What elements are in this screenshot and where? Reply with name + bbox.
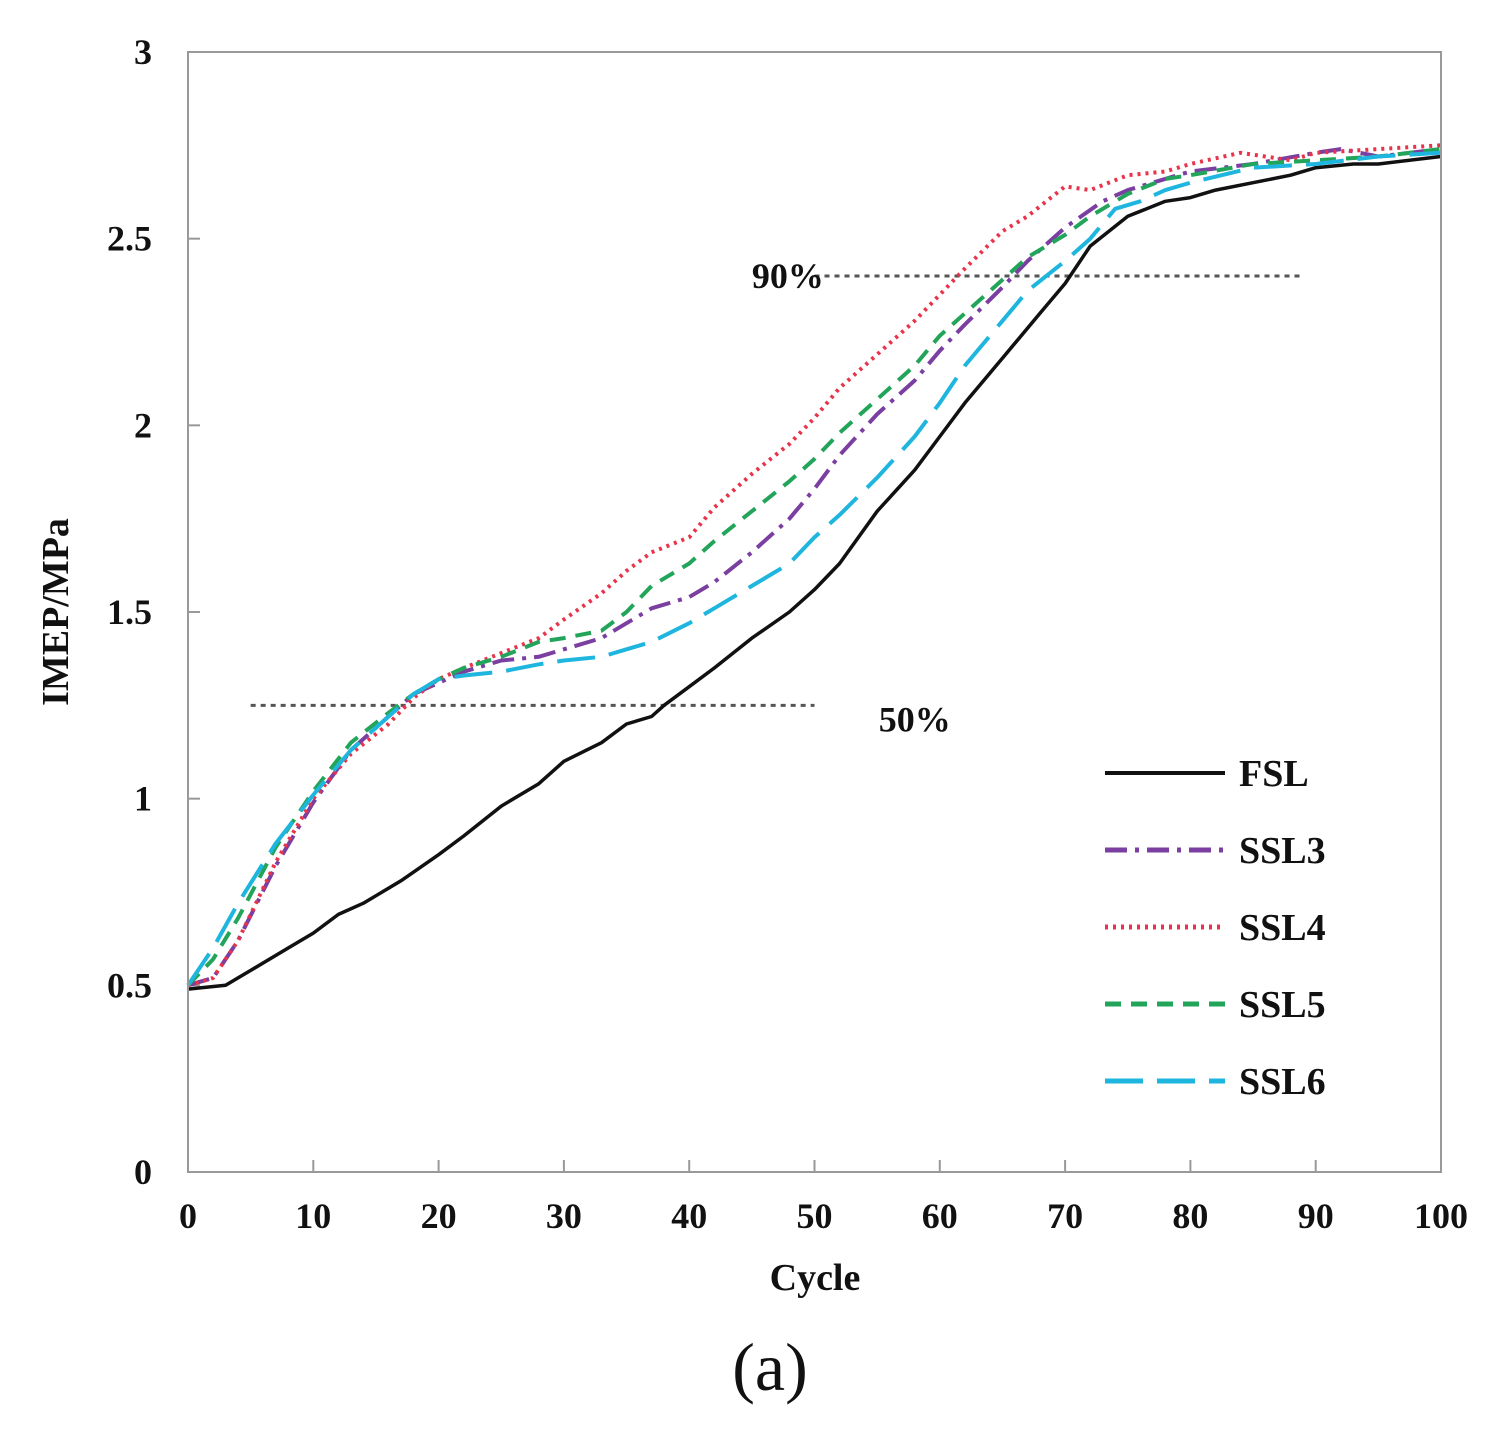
legend-label-fsl: FSL <box>1239 753 1309 795</box>
legend: FSL SSL3 SSL4 SSL5 SSL6 <box>1105 753 1326 1103</box>
x-axis-label: Cycle <box>770 1257 861 1299</box>
x-tick-label: 100 <box>1414 1196 1468 1236</box>
threshold-label: 50% <box>879 699 951 739</box>
legend-label-ssl6: SSL6 <box>1239 1061 1326 1103</box>
x-tick-label: 90 <box>1298 1196 1334 1236</box>
x-tick-label: 70 <box>1047 1196 1083 1236</box>
figure-caption: (a) <box>732 1329 807 1405</box>
series-line-ssl4 <box>187 143 1442 988</box>
y-tick-label: 0.5 <box>107 965 152 1005</box>
threshold-lines: 50% 90% <box>250 256 1304 739</box>
x-tick-label: 0 <box>179 1196 197 1236</box>
y-tick-label: 1.5 <box>107 592 152 632</box>
y-tick-label: 0 <box>134 1152 152 1192</box>
x-tick-label: 60 <box>922 1196 958 1236</box>
tick-labels: 0 10 20 30 40 50 60 70 80 90 100 0 0.5 1 1.5 2 2.5 3 <box>107 32 1468 1236</box>
series-line-fsl <box>187 154 1442 991</box>
threshold-label: 90% <box>752 256 824 296</box>
x-tick-label: 10 <box>295 1196 331 1236</box>
plot-frame <box>187 51 1442 1173</box>
x-tick-label: 40 <box>671 1196 707 1236</box>
y-axis-label: IMEP/MPa <box>35 518 77 706</box>
series-line-ssl6 <box>186 150 1442 987</box>
legend-label-ssl3: SSL3 <box>1239 830 1326 872</box>
x-tick-label: 30 <box>546 1196 582 1236</box>
y-tick-label: 2 <box>134 405 152 445</box>
legend-label-ssl5: SSL5 <box>1239 984 1326 1026</box>
y-tick-label: 3 <box>134 32 152 72</box>
y-tick-label: 2.5 <box>107 219 152 259</box>
series-line-ssl5 <box>186 147 1442 987</box>
x-tick-label: 20 <box>421 1196 457 1236</box>
legend-label-ssl4: SSL4 <box>1239 907 1326 949</box>
series-lines <box>186 143 1442 991</box>
x-tick-label: 80 <box>1172 1196 1208 1236</box>
y-tick-label: 1 <box>134 779 152 819</box>
x-tick-label: 50 <box>797 1196 833 1236</box>
